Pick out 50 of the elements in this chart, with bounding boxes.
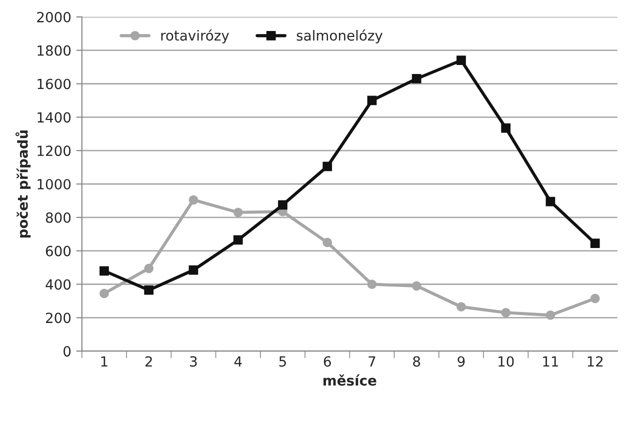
point bbox=[188, 195, 198, 205]
point bbox=[367, 280, 377, 289]
y-tick-label: 2000 bbox=[37, 12, 71, 22]
y-tick-label: 1000 bbox=[38, 178, 71, 190]
point bbox=[546, 310, 556, 320]
point bbox=[501, 123, 511, 133]
y-tick-label: 0 bbox=[64, 346, 71, 357]
point bbox=[590, 238, 600, 248]
x-tick-label: 11 bbox=[543, 356, 558, 367]
y-tick-label: 1800 bbox=[38, 45, 71, 56]
x-tick-label: 1 bbox=[101, 356, 108, 367]
point bbox=[501, 308, 511, 318]
point bbox=[590, 294, 600, 304]
x-tick-label: 8 bbox=[413, 356, 420, 367]
point bbox=[456, 302, 466, 312]
legend-label: salmonelózy bbox=[296, 29, 382, 44]
x-tick-label: 4 bbox=[234, 356, 242, 367]
x-tick-label: 7 bbox=[368, 356, 376, 367]
x-tick-label: 9 bbox=[458, 356, 465, 367]
point bbox=[100, 288, 109, 298]
x-tick-label: 3 bbox=[190, 356, 197, 367]
point bbox=[322, 238, 332, 248]
point bbox=[233, 208, 243, 218]
y-tick-label: 600 bbox=[46, 246, 71, 256]
point bbox=[144, 285, 154, 295]
point bbox=[233, 235, 243, 245]
x-tick-label: 12 bbox=[588, 356, 603, 367]
x-axis-title: měsíce bbox=[324, 374, 376, 386]
point bbox=[456, 56, 466, 66]
point bbox=[412, 74, 422, 84]
point bbox=[278, 200, 288, 210]
point bbox=[322, 162, 332, 172]
y-tick-label: 1400 bbox=[38, 112, 71, 123]
point bbox=[412, 281, 422, 291]
x-tick-label: 5 bbox=[279, 356, 286, 367]
legend-label: rotavirózy bbox=[161, 29, 229, 44]
point bbox=[100, 266, 109, 276]
point bbox=[367, 96, 377, 106]
y-tick-label: 1200 bbox=[38, 146, 71, 156]
y-tick-label: 800 bbox=[46, 212, 71, 223]
y-axis-title: počet případů bbox=[15, 130, 31, 238]
point bbox=[546, 196, 556, 206]
y-tick-label: 200 bbox=[46, 312, 71, 324]
x-tick-label: 2 bbox=[145, 356, 152, 367]
y-tick-label: 400 bbox=[46, 279, 71, 290]
point bbox=[188, 265, 198, 275]
y-tick-label: 1600 bbox=[38, 78, 71, 90]
x-tick-label: 6 bbox=[324, 356, 331, 367]
point bbox=[144, 264, 154, 274]
x-tick-label: 10 bbox=[498, 356, 514, 367]
